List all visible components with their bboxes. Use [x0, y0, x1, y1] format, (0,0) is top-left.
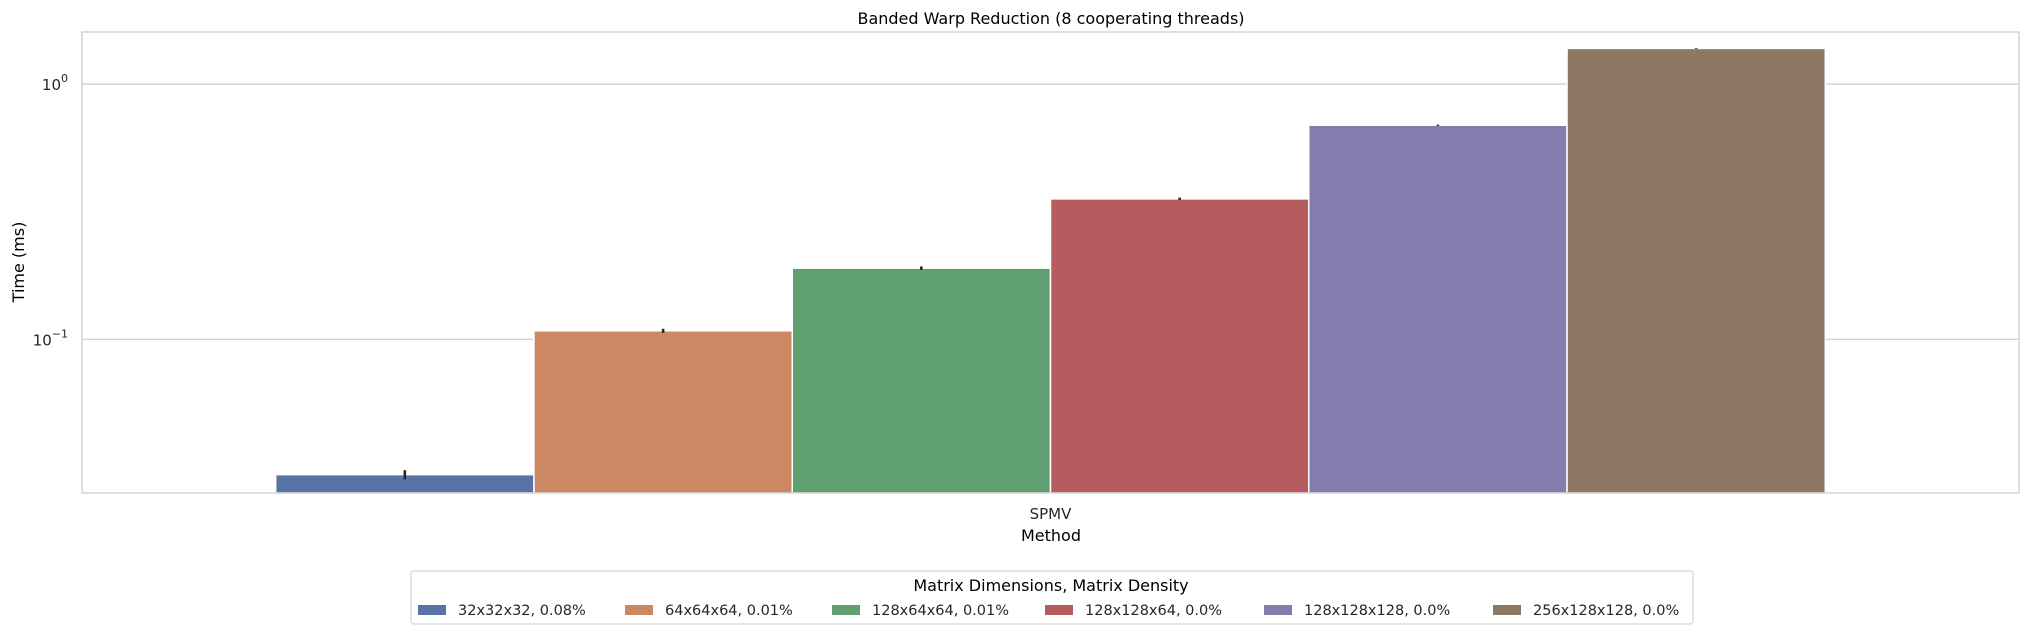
legend-label: 128x128x128, 0.0% — [1304, 603, 1450, 619]
legend-label: 256x128x128, 0.0% — [1533, 603, 1679, 619]
x-tick-labels: SPMV — [1030, 505, 1073, 523]
plot-frame — [81, 31, 2020, 494]
legend-swatch — [1264, 605, 1292, 615]
legend-label: 32x32x32, 0.08% — [458, 603, 586, 619]
bar — [791, 267, 1052, 494]
y-tick-base: 10 — [42, 76, 61, 94]
bars — [274, 47, 1827, 494]
x-axis-label: Method — [1021, 526, 1081, 545]
bar — [1308, 124, 1568, 494]
legend-swatch — [1493, 605, 1521, 615]
y-tick-exponent: 0 — [61, 72, 68, 85]
y-axis-label: Time (ms) — [9, 222, 28, 304]
legend-frame — [410, 570, 1694, 625]
legend-label: 128x64x64, 0.01% — [872, 603, 1009, 619]
y-tick-base: 10 — [33, 331, 52, 349]
y-tick-exponent: −1 — [52, 327, 68, 340]
legend-label: 64x64x64, 0.01% — [665, 603, 793, 619]
legend-entries: 32x32x32, 0.08% 64x64x64, 0.01% 128x64x64,… — [418, 603, 1679, 619]
bar — [533, 330, 793, 494]
x-tick-label: SPMV — [1030, 505, 1073, 523]
y-tick-label: 10−1 — [33, 327, 68, 349]
legend-swatch — [418, 605, 446, 615]
legend-label: 128x128x64, 0.0% — [1085, 603, 1222, 619]
legend-swatch — [832, 605, 860, 615]
bar — [1566, 47, 1827, 494]
legend-swatch — [1045, 605, 1073, 615]
legend: Matrix Dimensions, Matrix Density 32x32x… — [410, 570, 1694, 625]
legend-swatch — [625, 605, 653, 615]
bar — [1049, 198, 1310, 494]
y-tick-label: 100 — [42, 72, 68, 94]
chart-title: Banded Warp Reduction (8 cooperating thr… — [857, 9, 1244, 28]
legend-title: Matrix Dimensions, Matrix Density — [913, 576, 1188, 595]
error-bars — [403, 47, 1698, 480]
